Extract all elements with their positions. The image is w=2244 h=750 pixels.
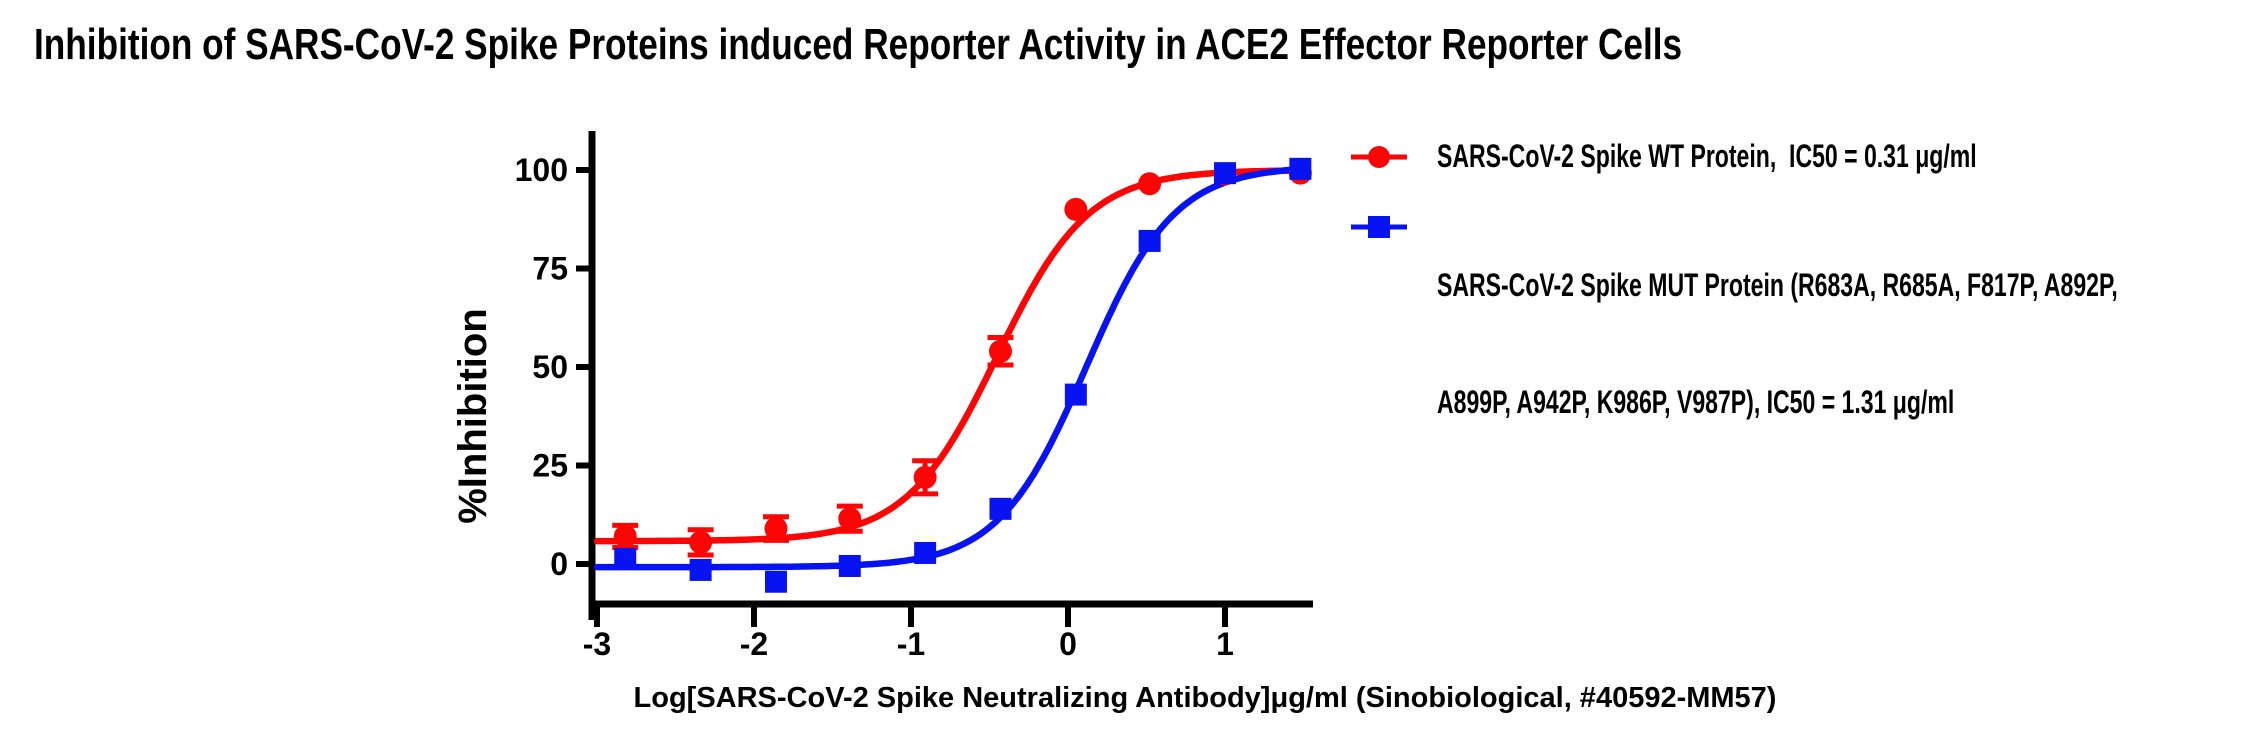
x-axis-title: Log[SARS-CoV-2 Spike Neutralizing Antibo…: [633, 682, 1777, 714]
wt-data-point: [613, 524, 637, 548]
mut-data-point: [914, 541, 937, 564]
chart-title: Inhibition of SARS-CoV-2 Spike Proteins …: [34, 20, 1683, 69]
wt-data-point: [1064, 197, 1088, 221]
mut-data-point: [1214, 162, 1236, 185]
x-tick-label: -3: [583, 626, 611, 662]
mut-data-point: [689, 558, 712, 581]
y-tick-label: 100: [515, 152, 568, 188]
y-tick-label: 0: [550, 546, 568, 582]
wt-data-point: [764, 517, 788, 541]
wt-legend-label: SARS-CoV-2 Spike WT Protein, IC50 = 0.31…: [1437, 138, 1977, 174]
wt-data-point: [913, 465, 937, 489]
mut-data-point: [838, 554, 861, 577]
mut-legend-square-icon: [1368, 216, 1390, 238]
mut-data-point: [1064, 383, 1087, 406]
mut-data-point: [1138, 229, 1161, 252]
y-tick-label: 25: [532, 448, 568, 484]
wt-data-point: [988, 339, 1012, 363]
y-tick-label: 75: [532, 251, 568, 287]
x-tick-label: -1: [897, 626, 925, 662]
mut-fit-curve: [593, 165, 1304, 571]
wt-legend-circle-icon: [1368, 146, 1390, 168]
x-tick-label: 0: [1059, 626, 1077, 662]
mut-data-point: [614, 547, 637, 570]
wt-fit-curve: [593, 167, 1304, 545]
y-axis-title: %Inhibition: [451, 308, 495, 524]
mut-data-point: [989, 497, 1012, 520]
mut-data-point: [1289, 157, 1312, 180]
x-tick-label: 1: [1216, 626, 1234, 662]
x-tick-label: -2: [740, 626, 768, 662]
mut-legend-marker: [1351, 216, 1407, 238]
y-tick-label: 50: [532, 349, 568, 385]
mut-legend-label-line1: SARS-CoV-2 Spike MUT Protein (R683A, R68…: [1437, 267, 2118, 303]
mut-data-point: [764, 570, 787, 593]
mut-legend-label: SARS-CoV-2 Spike MUT Protein (R683A, R68…: [1437, 188, 2118, 500]
wt-data-point: [1138, 172, 1162, 196]
wt-data-point: [689, 530, 713, 554]
wt-data-point: [838, 507, 862, 531]
mut-legend-label-line2: A899P, A942P, K986P, V987P), IC50 = 1.31…: [1437, 384, 1955, 420]
wt-legend-marker: [1351, 146, 1407, 168]
